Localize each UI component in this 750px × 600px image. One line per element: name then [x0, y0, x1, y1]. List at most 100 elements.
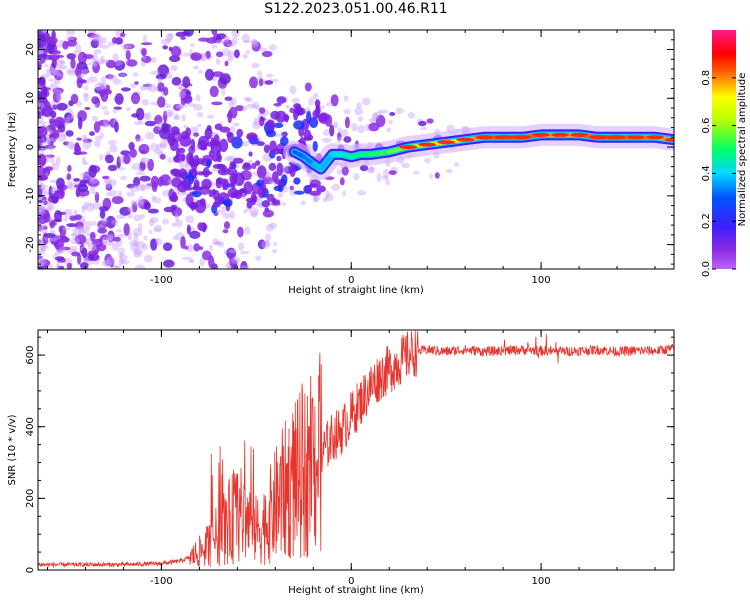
- heatmap-cell: [38, 114, 44, 124]
- heatmap-cell: [56, 261, 61, 269]
- heatmap-cell: [241, 163, 253, 171]
- heatmap-cell: [271, 148, 281, 155]
- heatmap-cell: [38, 53, 47, 58]
- heatmap-cell: [212, 189, 220, 201]
- heatmap-cell: [153, 224, 163, 233]
- heatmap-cell: [220, 205, 226, 215]
- heatmap-cell: [173, 155, 180, 163]
- heatmap-cell: [264, 80, 274, 85]
- heatmap-cell: [41, 196, 47, 201]
- heatmap-cell: [227, 50, 235, 58]
- ridge-peak: [646, 135, 664, 140]
- heatmap-cell: [343, 136, 352, 143]
- heatmap-cell: [215, 240, 221, 246]
- heatmap-cell: [300, 200, 306, 206]
- heatmap-cell: [424, 158, 431, 164]
- heatmap-cell: [108, 235, 113, 242]
- ridge-peak: [608, 135, 626, 140]
- heatmap-cell: [141, 157, 146, 164]
- heatmap-cell: [255, 255, 262, 261]
- heatmap-cell: [257, 239, 266, 250]
- heatmap-cell: [216, 51, 224, 58]
- heatmap-cell: [54, 210, 62, 222]
- heatmap-cell: [90, 185, 96, 194]
- heatmap-cell: [180, 36, 187, 40]
- heatmap-cell: [60, 60, 66, 65]
- heatmap-cell: [221, 48, 231, 57]
- heatmap-cell: [312, 109, 320, 119]
- heatmap-cell: [342, 190, 347, 197]
- heatmap-cell: [366, 167, 375, 173]
- heatmap-cell: [129, 240, 138, 247]
- heatmap-cell: [229, 254, 235, 267]
- heatmap-cell: [52, 87, 64, 94]
- heatmap-cell: [129, 148, 138, 158]
- heatmap-cell: [308, 183, 318, 188]
- heatmap-cell: [138, 195, 145, 205]
- heatmap-cell: [228, 100, 234, 109]
- heatmap-cell: [303, 129, 312, 140]
- heatmap-cell: [135, 172, 146, 176]
- heatmap-cell: [109, 179, 117, 187]
- heatmap-cell: [241, 33, 251, 43]
- heatmap-cell: [60, 227, 71, 231]
- heatmap-cell: [58, 246, 66, 254]
- heatmap-cell: [215, 35, 222, 43]
- heatmap-cell: [159, 143, 167, 148]
- heatmap-cell: [228, 249, 238, 254]
- heatmap-cell: [77, 117, 83, 130]
- heatmap-cell: [167, 157, 173, 164]
- heatmap-cell: [138, 121, 144, 125]
- heatmap-cell: [109, 145, 118, 153]
- heatmap-cell: [94, 191, 100, 203]
- heatmap-cell: [69, 143, 75, 151]
- heatmap-cell: [293, 103, 301, 109]
- heatmap-cell: [82, 134, 88, 140]
- colorbar: [712, 30, 736, 269]
- heatmap-cell: [67, 183, 78, 190]
- heatmap-cell: [111, 37, 118, 44]
- heatmap-cell: [76, 137, 82, 141]
- heatmap-cell: [163, 259, 175, 268]
- heatmap-cell: [80, 172, 87, 178]
- heatmap-cell: [154, 114, 163, 125]
- heatmap-cell: [149, 216, 159, 224]
- heatmap-cell: [215, 178, 223, 189]
- heatmap-cell: [105, 74, 114, 80]
- heatmap-cell: [289, 189, 298, 196]
- heatmap-cell: [112, 53, 119, 62]
- heatmap-cell: [44, 166, 54, 172]
- heatmap-cell: [83, 161, 89, 165]
- heatmap-cell: [252, 101, 260, 109]
- heatmap-cell: [40, 205, 46, 215]
- heatmap-cell: [196, 123, 202, 128]
- heatmap-cell: [401, 162, 410, 169]
- heatmap-cell: [141, 243, 149, 251]
- heatmap-cell: [47, 263, 54, 269]
- heatmap-cell: [163, 86, 169, 96]
- heatmap-cell: [47, 204, 55, 211]
- heatmap-cell: [162, 45, 168, 50]
- heatmap-cell: [60, 246, 71, 251]
- heatmap-cell: [259, 116, 265, 127]
- heatmap-cell: [105, 215, 116, 229]
- x-tick-label: 0: [348, 275, 354, 286]
- heatmap-cell: [114, 93, 124, 105]
- heatmap-cell: [426, 118, 434, 124]
- heatmap-cell: [135, 264, 145, 269]
- heatmap-cell: [173, 115, 181, 121]
- ridge-segment: [368, 149, 392, 157]
- heatmap-cell: [257, 70, 262, 76]
- colorbar-tick-label: 0.4: [701, 165, 712, 181]
- heatmap-cell: [159, 126, 171, 140]
- heatmap-cell: [54, 80, 61, 85]
- heatmap-cell: [221, 87, 226, 96]
- heatmap-cell: [65, 141, 75, 149]
- heatmap-cell: [250, 39, 259, 48]
- y-tick-label: 20: [25, 43, 36, 56]
- heatmap-cell: [137, 222, 143, 232]
- heatmap-cell: [118, 72, 128, 78]
- ridge-peak: [665, 137, 674, 142]
- heatmap-cell: [164, 109, 175, 117]
- heatmap-cell: [75, 100, 83, 107]
